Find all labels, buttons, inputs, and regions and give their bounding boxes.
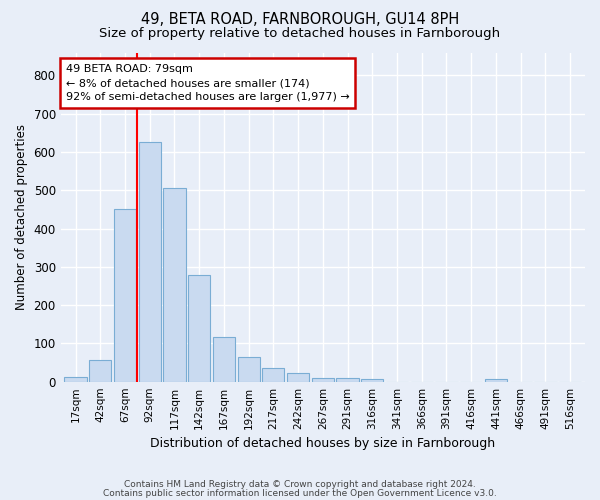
Text: Contains HM Land Registry data © Crown copyright and database right 2024.: Contains HM Land Registry data © Crown c… xyxy=(124,480,476,489)
Bar xyxy=(188,274,210,382)
Text: Contains public sector information licensed under the Open Government Licence v3: Contains public sector information licen… xyxy=(103,488,497,498)
Y-axis label: Number of detached properties: Number of detached properties xyxy=(15,124,28,310)
Text: Size of property relative to detached houses in Farnborough: Size of property relative to detached ho… xyxy=(100,28,500,40)
Bar xyxy=(337,378,359,382)
Bar xyxy=(163,188,185,382)
Bar xyxy=(139,142,161,382)
Bar xyxy=(485,378,507,382)
Bar xyxy=(312,378,334,382)
Bar xyxy=(89,360,112,382)
Bar xyxy=(262,368,284,382)
Bar xyxy=(213,336,235,382)
Bar xyxy=(238,357,260,382)
Bar xyxy=(361,378,383,382)
Text: 49 BETA ROAD: 79sqm
← 8% of detached houses are smaller (174)
92% of semi-detach: 49 BETA ROAD: 79sqm ← 8% of detached hou… xyxy=(66,64,350,102)
Bar xyxy=(114,210,136,382)
X-axis label: Distribution of detached houses by size in Farnborough: Distribution of detached houses by size … xyxy=(150,437,496,450)
Text: 49, BETA ROAD, FARNBOROUGH, GU14 8PH: 49, BETA ROAD, FARNBOROUGH, GU14 8PH xyxy=(141,12,459,28)
Bar xyxy=(287,374,309,382)
Bar xyxy=(64,377,86,382)
